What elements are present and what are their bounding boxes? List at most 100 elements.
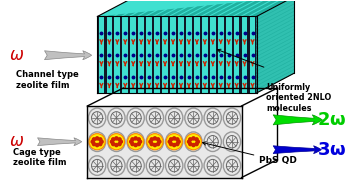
Circle shape xyxy=(92,142,96,146)
Circle shape xyxy=(119,139,123,144)
Circle shape xyxy=(175,137,180,142)
Circle shape xyxy=(169,137,173,142)
Polygon shape xyxy=(154,9,175,16)
Circle shape xyxy=(98,137,103,142)
Polygon shape xyxy=(218,16,224,93)
Circle shape xyxy=(110,139,114,144)
Polygon shape xyxy=(226,16,231,93)
Polygon shape xyxy=(234,0,273,16)
Polygon shape xyxy=(131,16,136,93)
Text: $\mathbf{2\omega}$: $\mathbf{2\omega}$ xyxy=(317,111,346,129)
Polygon shape xyxy=(146,16,152,93)
Circle shape xyxy=(114,136,119,141)
Polygon shape xyxy=(250,16,255,93)
Polygon shape xyxy=(122,16,128,93)
Circle shape xyxy=(156,137,160,142)
Polygon shape xyxy=(242,0,283,16)
Polygon shape xyxy=(234,16,239,93)
Circle shape xyxy=(175,142,180,146)
Circle shape xyxy=(98,142,103,146)
Circle shape xyxy=(153,143,157,147)
Polygon shape xyxy=(194,16,200,93)
Circle shape xyxy=(148,139,153,144)
Polygon shape xyxy=(178,16,184,93)
Polygon shape xyxy=(162,16,168,93)
Circle shape xyxy=(149,137,154,142)
Polygon shape xyxy=(106,16,112,93)
Polygon shape xyxy=(210,2,244,16)
Text: $\omega$: $\omega$ xyxy=(9,133,24,150)
Circle shape xyxy=(89,134,105,150)
Circle shape xyxy=(196,139,200,144)
Polygon shape xyxy=(114,16,120,93)
Circle shape xyxy=(176,139,181,144)
Polygon shape xyxy=(202,3,234,16)
Circle shape xyxy=(95,143,99,147)
Circle shape xyxy=(128,134,144,150)
Polygon shape xyxy=(202,16,208,93)
Polygon shape xyxy=(242,16,247,93)
Circle shape xyxy=(114,143,119,147)
Circle shape xyxy=(130,137,135,142)
Polygon shape xyxy=(178,6,204,16)
Circle shape xyxy=(95,136,99,141)
Polygon shape xyxy=(122,13,135,16)
Text: Uniformly
oriented 2NLO
molecules: Uniformly oriented 2NLO molecules xyxy=(266,83,332,113)
Circle shape xyxy=(136,142,141,146)
Polygon shape xyxy=(186,5,214,16)
Polygon shape xyxy=(162,8,185,16)
Polygon shape xyxy=(106,15,116,16)
Text: $\mathbf{3\omega}$: $\mathbf{3\omega}$ xyxy=(317,141,346,159)
Circle shape xyxy=(136,137,141,142)
Circle shape xyxy=(149,142,154,146)
Polygon shape xyxy=(154,16,160,93)
Circle shape xyxy=(156,142,160,146)
Circle shape xyxy=(172,143,177,147)
Polygon shape xyxy=(88,106,242,177)
Polygon shape xyxy=(138,16,144,93)
Polygon shape xyxy=(194,4,224,16)
Circle shape xyxy=(133,136,138,141)
Circle shape xyxy=(111,137,116,142)
Circle shape xyxy=(130,142,135,146)
Polygon shape xyxy=(131,12,145,16)
Circle shape xyxy=(188,137,193,142)
Circle shape xyxy=(194,137,199,142)
Circle shape xyxy=(117,137,122,142)
Circle shape xyxy=(191,136,196,141)
Circle shape xyxy=(111,142,116,146)
Circle shape xyxy=(147,134,163,150)
Polygon shape xyxy=(170,16,176,93)
Circle shape xyxy=(92,137,96,142)
Circle shape xyxy=(166,134,182,150)
Circle shape xyxy=(99,139,104,144)
Polygon shape xyxy=(146,10,165,16)
Circle shape xyxy=(117,142,122,146)
Polygon shape xyxy=(250,0,293,16)
Polygon shape xyxy=(170,7,194,16)
Circle shape xyxy=(133,143,138,147)
Polygon shape xyxy=(186,16,192,93)
Polygon shape xyxy=(97,16,257,93)
Polygon shape xyxy=(138,11,155,16)
Circle shape xyxy=(169,142,173,146)
Text: $\omega$: $\omega$ xyxy=(9,47,24,64)
Text: Channel type
zeolite film: Channel type zeolite film xyxy=(16,70,79,89)
Circle shape xyxy=(168,139,172,144)
Polygon shape xyxy=(114,14,126,16)
Circle shape xyxy=(191,143,196,147)
Circle shape xyxy=(153,136,157,141)
Circle shape xyxy=(108,134,125,150)
Circle shape xyxy=(129,139,133,144)
Text: PbS QD: PbS QD xyxy=(259,156,296,165)
Polygon shape xyxy=(226,0,263,16)
Polygon shape xyxy=(257,0,294,93)
Circle shape xyxy=(157,139,162,144)
Circle shape xyxy=(194,142,199,146)
Polygon shape xyxy=(97,0,294,16)
Text: Cage type
zeolite film: Cage type zeolite film xyxy=(13,148,67,167)
Polygon shape xyxy=(98,16,104,93)
Circle shape xyxy=(90,139,95,144)
Circle shape xyxy=(188,142,193,146)
Circle shape xyxy=(172,136,177,141)
